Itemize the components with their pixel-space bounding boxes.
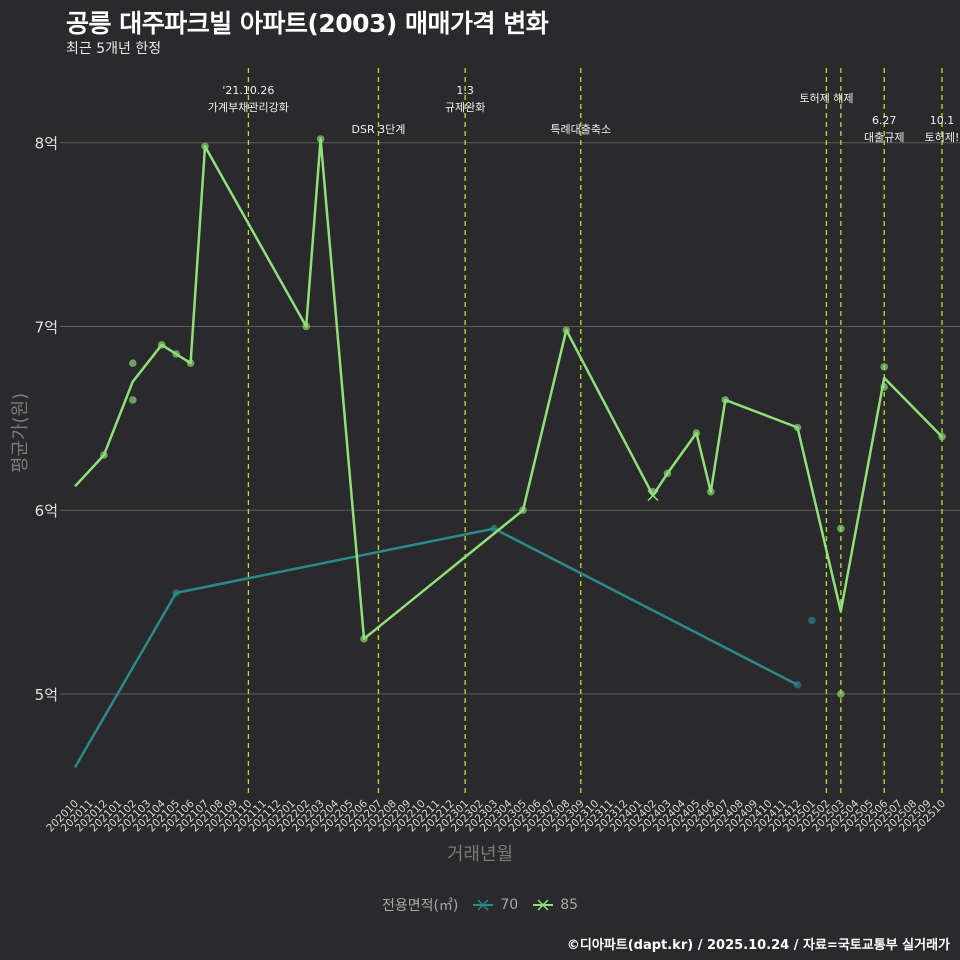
data-point-70: [172, 589, 180, 597]
data-point-85: [100, 451, 108, 459]
y-axis-label: 평균가(원): [10, 392, 31, 474]
data-point-85: [129, 359, 137, 367]
event-annotation: '21.10.26: [222, 84, 274, 97]
source-caption: ©디아파트(dapt.kr) / 2025.10.24 / 자료=국토교통부 실…: [566, 938, 950, 953]
series-layer: [73, 135, 946, 769]
data-point-85: [562, 326, 571, 334]
grid-lines: [60, 142, 960, 695]
data-point-85: [793, 423, 802, 432]
event-annotation: 6.27: [872, 114, 897, 127]
data-point-85: [938, 432, 946, 441]
x-axis: 2020102020112020122021012021022021032021…: [44, 797, 948, 834]
data-point-85: [880, 383, 888, 391]
data-point-85: [663, 469, 672, 478]
data-point-85: [707, 488, 715, 496]
legend-swatch-85: [533, 899, 554, 911]
event-annotation: 1.3: [456, 84, 474, 97]
y-axis: 5억 6억 7억 8억: [35, 135, 58, 704]
chart-title: 공릉 대주파크빌 아파트(2003) 매매가격 변화: [66, 9, 549, 38]
data-point-85: [316, 135, 325, 143]
data-point-85: [837, 524, 845, 533]
series-line-85: [74, 137, 943, 641]
data-point-85: [880, 363, 888, 371]
series-line-70: [73, 527, 799, 769]
y-tick-label: 8억: [35, 135, 58, 153]
data-point-85: [157, 341, 166, 349]
x-axis-label: 거래년월: [446, 844, 514, 865]
data-point-85: [360, 635, 368, 643]
data-point-85: [519, 506, 527, 514]
legend-title: 전용면적(㎡): [381, 898, 459, 914]
data-point-85: [201, 142, 209, 151]
legend: 전용면적(㎡) 70 85: [0, 895, 960, 915]
data-point-85: [721, 396, 730, 404]
y-tick-label: 5억: [35, 686, 58, 704]
data-point-85: [129, 396, 137, 404]
event-annotation: 가계부채관리강화: [208, 101, 289, 114]
y-tick-label: 6억: [35, 502, 58, 520]
event-annotation: 토허제 해제: [799, 91, 853, 105]
event-annotation: 규제완화: [445, 101, 485, 114]
data-point-85: [302, 322, 311, 331]
data-point-85: [837, 690, 845, 698]
legend-label-85: 85: [560, 897, 579, 913]
data-point-cross-85: [647, 489, 659, 502]
legend-swatch-70: [473, 899, 494, 911]
y-tick-label: 7억: [35, 318, 58, 336]
legend-label-70: 70: [500, 897, 519, 913]
data-point-70: [490, 524, 498, 533]
data-point-70: [808, 616, 816, 625]
legend-item-70: 70: [472, 897, 518, 913]
legend-item-85: 85: [532, 897, 578, 913]
data-point-85: [172, 350, 180, 358]
event-annotation: 10.1: [930, 114, 955, 127]
data-point-85: [692, 429, 701, 437]
chart-subtitle: 최근 5개년 한정: [66, 41, 162, 57]
event-annotation: DSR 3단계: [352, 123, 406, 136]
event-annotation: 대출규제: [864, 131, 904, 144]
event-annotation: 토허제!: [925, 131, 960, 144]
event-annotation: 특례대출축소: [550, 123, 611, 136]
data-point-85: [186, 359, 195, 367]
data-point-70: [793, 680, 802, 689]
